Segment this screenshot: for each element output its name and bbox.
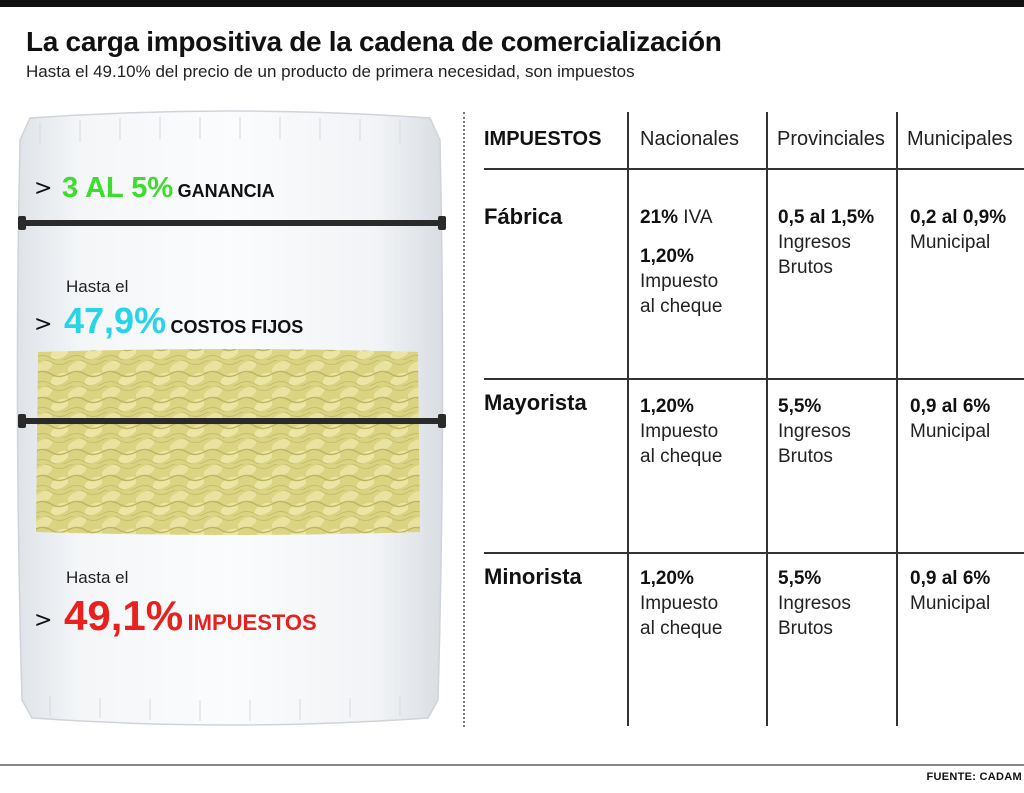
fabrica-cheque-value: 1,20% [640, 246, 694, 267]
impuestos-label: 49,1% IMPUESTOS [64, 592, 317, 640]
footer-rule [0, 764, 1024, 766]
impuestos-percent: 49,1% [64, 592, 184, 639]
minorista-mun-label: Municipal [910, 593, 991, 614]
chevron-right-icon: > [34, 176, 53, 201]
source-credit: FUENTE: CADAM [926, 771, 1022, 783]
fabrica-iva-label: IVA [678, 207, 713, 228]
fabrica-municipales: 0,2 al 0,9% Municipal [910, 205, 1006, 255]
mayorista-mun-label: Municipal [910, 421, 991, 442]
dotted-divider [463, 112, 465, 727]
fabrica-prov-label-1: Ingresos [778, 232, 851, 253]
costos-word: COSTOS FIJOS [170, 317, 304, 337]
top-rule [0, 0, 1024, 7]
mayorista-nac-label-2: al cheque [640, 446, 723, 467]
row-name-mayorista: Mayorista [484, 390, 587, 415]
fabrica-cheque-label-1: Impuesto [640, 271, 719, 292]
ganancia-percent: 3 AL 5% [62, 172, 174, 204]
minorista-nacionales: 1,20% Impuesto al cheque [640, 566, 722, 641]
mayorista-prov-label-2: Brutos [778, 446, 833, 467]
impuestos-prefix: Hasta el [66, 568, 129, 587]
minorista-nac-value: 1,20% [640, 568, 694, 589]
fabrica-mun-label: Municipal [910, 232, 991, 253]
impuestos-word: IMPUESTOS [187, 610, 317, 635]
row-divider [484, 168, 1024, 170]
mayorista-prov-label-1: Ingresos [778, 421, 851, 442]
header-municipales: Municipales [907, 128, 1013, 150]
minorista-prov-label-2: Brutos [778, 618, 833, 639]
minorista-nac-label-1: Impuesto [640, 593, 719, 614]
pasta-bag-illustration: > 3 AL 5% GANANCIA Hasta el > 47,9% COST… [0, 100, 460, 740]
header-impuestos: IMPUESTOS [484, 128, 602, 150]
minorista-nac-label-2: al cheque [640, 618, 723, 639]
page-subtitle: Hasta el 49.10% del precio de un product… [26, 62, 635, 81]
chevron-right-icon: > [34, 608, 53, 633]
pasta-bag-graphic [16, 110, 446, 726]
fabrica-prov-label-2: Brutos [778, 257, 833, 278]
minorista-mun-value: 0,9 al 6% [910, 568, 991, 589]
costos-percent: 47,9% [64, 300, 167, 341]
mayorista-nac-label-1: Impuesto [640, 421, 719, 442]
mayorista-provinciales: 5,5% Ingresos Brutos [778, 394, 851, 469]
mayorista-mun-value: 0,9 al 6% [910, 396, 991, 417]
ganancia-word: GANANCIA [177, 181, 275, 201]
header-nacionales: Nacionales [640, 128, 739, 150]
ganancia-label: 3 AL 5% GANANCIA [62, 172, 275, 205]
mayorista-municipales: 0,9 al 6% Municipal [910, 394, 990, 444]
page-title: La carga impositiva de la cadena de come… [26, 26, 722, 57]
column-divider [627, 112, 629, 726]
mayorista-prov-value: 5,5% [778, 396, 822, 417]
column-divider [896, 112, 898, 726]
minorista-prov-value: 5,5% [778, 568, 822, 589]
fabrica-mun-value: 0,2 al 0,9% [910, 207, 1007, 228]
minorista-provinciales: 5,5% Ingresos Brutos [778, 566, 851, 641]
mayorista-nacionales: 1,20% Impuesto al cheque [640, 394, 722, 469]
costos-prefix: Hasta el [66, 277, 129, 296]
header-provinciales: Provinciales [777, 128, 885, 150]
row-divider [484, 378, 1024, 380]
costos-label: 47,9% COSTOS FIJOS [64, 300, 303, 342]
row-divider [484, 552, 1024, 554]
fabrica-nacionales: 21% IVA 1,20% Impuesto al cheque [640, 205, 722, 319]
fabrica-prov-value: 0,5 al 1,5% [778, 207, 875, 228]
fabrica-cheque-label-2: al cheque [640, 296, 723, 317]
chevron-right-icon: > [34, 312, 53, 337]
row-name-minorista: Minorista [484, 564, 582, 589]
fabrica-iva-value: 21% [640, 207, 679, 228]
column-divider [766, 112, 768, 726]
minorista-prov-label-1: Ingresos [778, 593, 851, 614]
mayorista-nac-value: 1,20% [640, 396, 694, 417]
fabrica-provinciales: 0,5 al 1,5% Ingresos Brutos [778, 205, 874, 280]
minorista-municipales: 0,9 al 6% Municipal [910, 566, 990, 616]
row-name-fabrica: Fábrica [484, 204, 563, 229]
